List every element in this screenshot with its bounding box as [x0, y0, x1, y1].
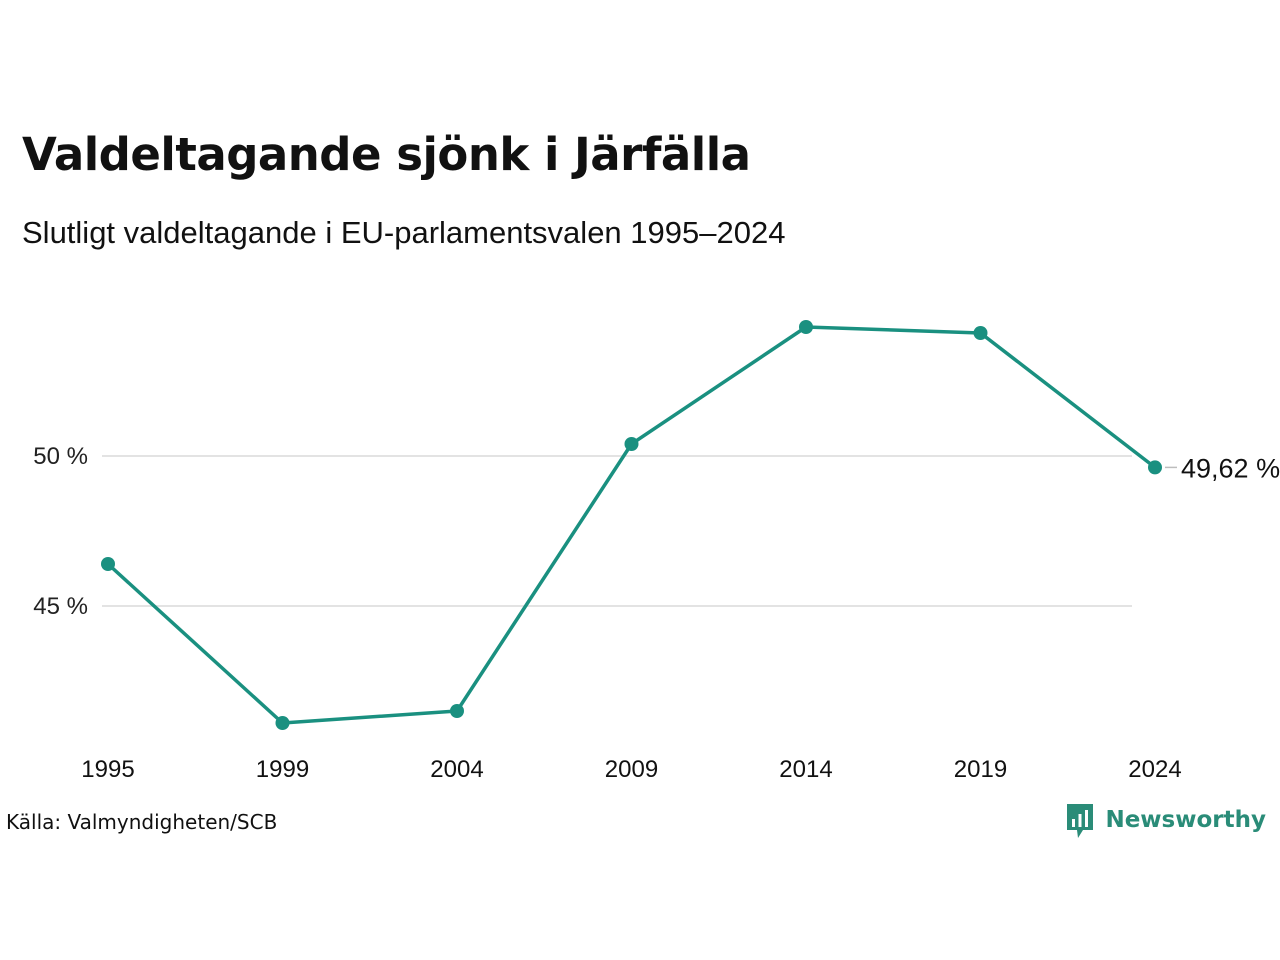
brand: Newsworthy [1065, 802, 1266, 840]
series-line [106, 325, 1157, 725]
data-point [275, 716, 290, 730]
x-tick-label: 2009 [605, 756, 658, 783]
newsworthy-logo-icon [1067, 804, 1094, 838]
data-point [450, 704, 464, 718]
x-tick-label: 2024 [1128, 756, 1181, 783]
chart-subtitle: Slutligt valdeltagande i EU-parlamentsva… [22, 215, 786, 250]
x-tick-label: 2004 [430, 756, 483, 783]
source-note: Källa: Valmyndigheten/SCB [6, 810, 278, 834]
x-tick-label: 1999 [256, 756, 309, 783]
data-point [1148, 460, 1162, 475]
chart-title: Valdeltagande sjönk i Järfälla [22, 128, 751, 181]
y-tick-label: 50 % [33, 443, 88, 470]
data-point [624, 437, 639, 451]
x-tick-label: 1995 [81, 756, 134, 783]
data-point [101, 557, 115, 571]
data-point [799, 320, 813, 334]
x-tick-label: 2014 [779, 756, 832, 783]
y-tick-label: 45 % [33, 593, 88, 620]
end-value-label: 49,62 % [1181, 453, 1280, 483]
brand-name: Newsworthy [1105, 807, 1266, 834]
data-point [973, 326, 988, 340]
x-tick-label: 2019 [954, 756, 1007, 783]
